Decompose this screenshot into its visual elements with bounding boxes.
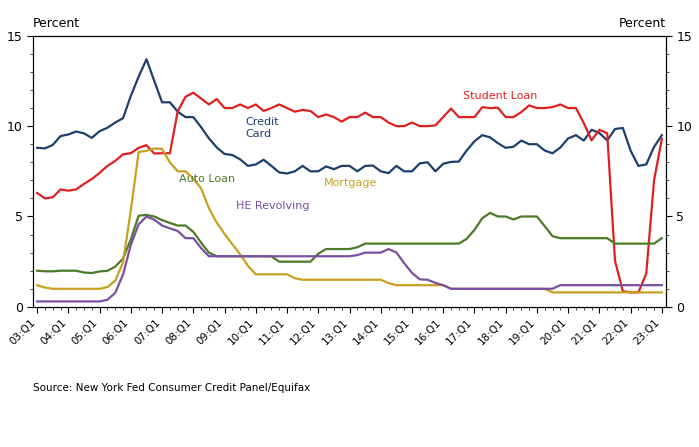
- Text: Percent: Percent: [34, 17, 80, 30]
- Text: Percent: Percent: [619, 17, 665, 30]
- Text: Mortgage: Mortgage: [324, 177, 377, 188]
- Text: Auto Loan: Auto Loan: [179, 173, 235, 184]
- Text: Student Loan: Student Loan: [463, 91, 538, 101]
- Text: Credit
Card: Credit Card: [245, 117, 279, 139]
- Text: HE Revolving: HE Revolving: [236, 201, 309, 211]
- Text: Source: New York Fed Consumer Credit Panel/Equifax: Source: New York Fed Consumer Credit Pan…: [34, 383, 310, 393]
